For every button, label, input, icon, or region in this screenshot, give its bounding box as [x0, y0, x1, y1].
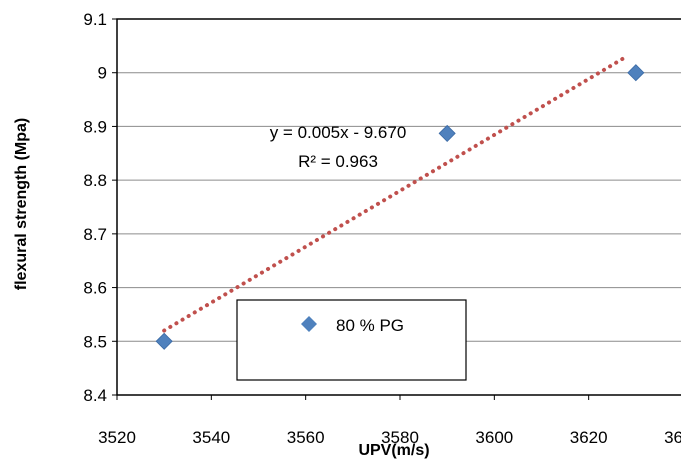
y-tick-label: 8.6 [83, 279, 107, 298]
y-tick-label: 8.4 [83, 386, 107, 405]
gridlines [117, 72, 681, 342]
y-tick-label: 8.5 [83, 332, 107, 351]
legend-diamond-marker [301, 316, 317, 332]
trendline [162, 54, 629, 333]
legend-label: 80 % PG [336, 316, 404, 335]
x-tick-label: 3620 [570, 428, 608, 447]
y-tick-label: 9 [98, 64, 107, 83]
x-axis-title: UPV(m/s) [358, 442, 429, 459]
x-tick-label: 3600 [475, 428, 513, 447]
data-point [155, 332, 173, 350]
legend: 80 % PG [236, 299, 467, 381]
trendline-equation: y = 0.005x - 9.670 [270, 123, 407, 142]
x-tick-label: 3640 [664, 428, 681, 447]
y-tick-label: 8.7 [83, 225, 107, 244]
x-tick-label: 3520 [98, 428, 136, 447]
r-squared-label: R² = 0.963 [298, 152, 378, 171]
x-tick-label: 3580 [381, 428, 419, 447]
x-tick-label: 3540 [192, 428, 230, 447]
y-tick-label: 8.8 [83, 171, 107, 190]
x-tick-label: 3560 [287, 428, 325, 447]
data-points [155, 64, 645, 350]
y-tick-label: 8.9 [83, 117, 107, 136]
y-axis-tick-labels: 8.4 8.5 8.6 8.7 8.8 8.9 9 9.1 [83, 10, 117, 405]
legend-box [236, 299, 467, 381]
y-axis-title: flexural strength (Mpa) [13, 118, 30, 290]
y-tick-label: 9.1 [83, 10, 107, 29]
x-axis-tick-labels: 3520 3540 3560 3580 3600 3620 3640 [98, 395, 681, 447]
data-point [438, 124, 456, 142]
data-point [627, 64, 645, 82]
